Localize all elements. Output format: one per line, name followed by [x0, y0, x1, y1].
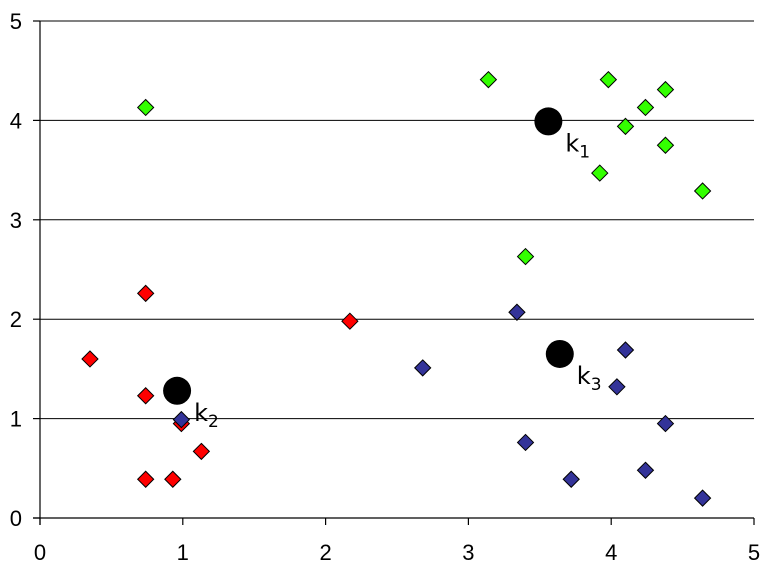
- data-point-s2-4: [136, 387, 155, 405]
- data-point-s1-8: [591, 164, 609, 182]
- centroid-k3: [545, 339, 574, 368]
- x-tick-label-3: 3: [462, 540, 474, 565]
- data-point-s3-7: [656, 414, 675, 433]
- data-point-s2-8: [164, 470, 182, 488]
- centroid-label-k1: k1: [565, 129, 590, 162]
- axes: [33, 20, 755, 525]
- y-tick-label-0: 0: [10, 506, 22, 531]
- data-point-s1-3: [599, 70, 618, 89]
- x-tick-label-1: 1: [177, 540, 189, 565]
- centroid-k1: [534, 107, 563, 136]
- data-point-s3-8: [562, 470, 580, 488]
- data-point-s1-2: [479, 70, 498, 89]
- data-point-s3-9: [636, 461, 655, 479]
- data-point-s1-7: [656, 136, 675, 154]
- data-point-s3-4: [608, 378, 626, 396]
- tick-labels: 0 1 2 3 4 5 0 1 2 3 4 5: [10, 9, 760, 565]
- data-point-s1-9: [693, 182, 712, 200]
- data-point-s3-2: [413, 359, 432, 377]
- data-point-s3-5: [172, 410, 191, 429]
- data-point-s3-3: [616, 341, 635, 359]
- y-tick-label-4: 4: [10, 108, 22, 133]
- data-point-s2-6: [192, 442, 211, 461]
- centroid-label-k2: k2: [194, 399, 219, 432]
- data-point-s2-1: [136, 284, 155, 303]
- y-tick-label-2: 2: [10, 307, 22, 332]
- data-point-s2-3: [81, 350, 99, 368]
- centroid-k2: [163, 376, 192, 405]
- x-tick-label-0: 0: [34, 540, 46, 565]
- data-point-s1-5: [636, 98, 655, 117]
- data-point-s2-7: [136, 470, 155, 488]
- data-point-s3-10: [693, 489, 712, 507]
- centroids: k1 k2 k3: [163, 107, 602, 432]
- x-tick-label-4: 4: [605, 540, 617, 565]
- y-tick-label-3: 3: [10, 208, 22, 233]
- centroid-label-k3: k3: [577, 362, 602, 395]
- y-tick-label-5: 5: [10, 9, 22, 34]
- grid-lines: [40, 20, 754, 420]
- data-point-s3-1: [508, 303, 526, 321]
- data-point-s1-4: [656, 80, 675, 99]
- data-point-s1-1: [136, 98, 155, 117]
- data-point-s1-6: [616, 117, 635, 136]
- data-point-s1-10: [516, 247, 535, 266]
- x-tick-label-2: 2: [319, 540, 331, 565]
- x-tick-label-5: 5: [748, 540, 760, 565]
- data-point-s2-2: [341, 312, 359, 330]
- y-tick-label-1: 1: [10, 407, 22, 432]
- data-points: [81, 70, 712, 507]
- data-point-s3-6: [516, 433, 535, 452]
